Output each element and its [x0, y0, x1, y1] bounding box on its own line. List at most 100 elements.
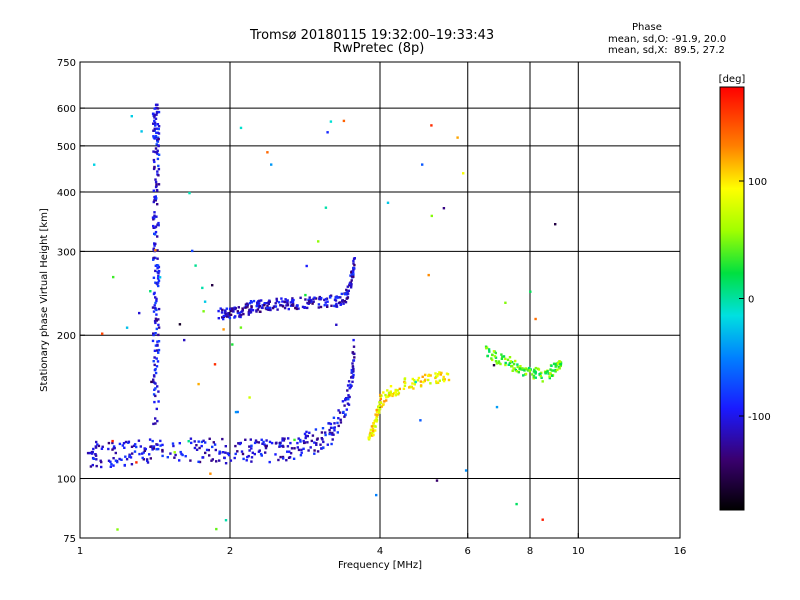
- echo-point: [379, 397, 382, 401]
- echo-point: [329, 422, 333, 426]
- echo-point: [107, 459, 111, 462]
- echo-point: [326, 443, 329, 446]
- echo-point: [198, 460, 202, 464]
- echo-point: [152, 167, 156, 171]
- echo-point: [155, 327, 158, 331]
- echo-point: [156, 203, 159, 206]
- echo-point: [291, 297, 294, 300]
- echo-point: [334, 299, 338, 302]
- echo-point: [152, 333, 155, 337]
- echo-point: [318, 295, 321, 299]
- echo-point: [157, 125, 161, 128]
- echo-point: [549, 368, 552, 371]
- echo-point: [375, 410, 379, 414]
- echo-point: [442, 375, 445, 379]
- echo-point: [152, 332, 155, 335]
- echo-point: [266, 151, 269, 154]
- echo-point: [111, 439, 114, 443]
- echo-point: [202, 310, 205, 313]
- echo-point: [157, 110, 161, 114]
- echo-point: [436, 381, 440, 384]
- echo-point: [156, 138, 159, 142]
- echo-point: [156, 249, 159, 252]
- echo-point: [222, 451, 225, 454]
- echo-point: [282, 457, 285, 460]
- echo-point: [171, 442, 175, 445]
- echo-point: [154, 124, 157, 127]
- echo-point: [322, 440, 325, 444]
- echo-point: [153, 363, 156, 367]
- echo-point: [269, 308, 272, 312]
- echo-point: [344, 293, 347, 296]
- echo-point: [349, 383, 352, 386]
- echo-point: [240, 313, 243, 317]
- echo-point: [222, 328, 225, 331]
- echo-point: [390, 393, 393, 396]
- echo-point: [312, 297, 315, 301]
- echo-point: [150, 380, 153, 384]
- echo-point: [211, 284, 214, 287]
- echo-point: [135, 445, 138, 449]
- echo-point: [268, 299, 271, 302]
- echo-point: [319, 305, 323, 309]
- echo-point: [224, 312, 227, 316]
- echo-point: [304, 298, 307, 301]
- echo-point: [507, 363, 510, 366]
- echo-point: [221, 308, 224, 312]
- echo-point: [96, 443, 99, 446]
- echo-point: [224, 451, 227, 454]
- echo-point: [372, 433, 375, 437]
- echo-point: [86, 451, 90, 455]
- echo-point: [374, 413, 377, 416]
- echo-point: [504, 357, 507, 360]
- echo-point: [500, 357, 504, 360]
- echo-point: [161, 448, 164, 452]
- echo-point: [246, 303, 249, 306]
- echo-point: [554, 223, 557, 226]
- echo-point: [95, 440, 98, 444]
- echo-point: [125, 458, 129, 461]
- echo-point: [296, 446, 299, 449]
- echo-point: [156, 235, 159, 238]
- echo-point: [250, 456, 254, 459]
- echo-point: [148, 453, 151, 456]
- echo-point: [155, 448, 158, 451]
- echo-point: [153, 160, 156, 164]
- echo-point: [155, 131, 158, 134]
- echo-point: [234, 410, 238, 414]
- echo-point: [202, 439, 205, 442]
- echo-point: [317, 303, 321, 306]
- echo-point: [349, 385, 352, 389]
- echo-point: [379, 393, 382, 397]
- echo-point: [292, 457, 296, 460]
- echo-point: [159, 444, 162, 447]
- echo-point: [153, 121, 157, 124]
- echo-point: [258, 302, 261, 305]
- echo-point: [225, 307, 228, 310]
- echo-point: [100, 460, 103, 464]
- echo-point: [156, 340, 159, 343]
- echo-point: [278, 441, 282, 445]
- echo-point: [109, 460, 112, 463]
- echo-point: [157, 307, 161, 311]
- echo-point: [550, 374, 554, 377]
- echo-point: [233, 456, 236, 460]
- x-axis-label: Frequency [MHz]: [338, 560, 422, 571]
- echo-point: [502, 355, 506, 358]
- chart-subtitle: RwPretec (8p): [333, 41, 425, 56]
- echo-point: [391, 394, 394, 398]
- echo-point: [281, 305, 285, 308]
- echo-point: [277, 458, 280, 462]
- x-tick-label: 16: [674, 546, 687, 557]
- echo-point: [220, 311, 224, 314]
- echo-point: [218, 459, 221, 462]
- phase-stats-x: mean, sd,X: 89.5, 27.2: [608, 45, 725, 56]
- echo-point: [174, 453, 177, 457]
- echo-point: [539, 374, 542, 378]
- echo-point: [109, 465, 112, 468]
- echo-point: [286, 450, 289, 453]
- echo-point: [435, 381, 438, 385]
- echo-point: [154, 264, 157, 267]
- echo-point: [154, 249, 157, 252]
- echo-point: [541, 380, 544, 383]
